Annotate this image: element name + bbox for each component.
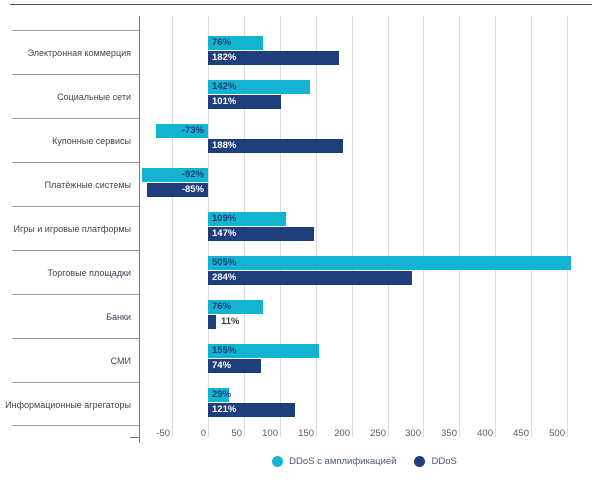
bar-ddos-amplified: [208, 80, 310, 94]
bar-value-label: 11%: [221, 316, 240, 327]
x-tick-label: 300: [405, 428, 421, 439]
x-tick-label: 100: [262, 428, 278, 439]
category-label: Социальные сети: [57, 92, 131, 102]
category-row: Информационные агрегаторы: [5, 382, 139, 426]
bar-value-label: 188%: [212, 140, 237, 151]
bar-ddos: [208, 403, 295, 417]
gridline: [531, 16, 532, 437]
bar-ddos: [208, 139, 343, 153]
category-row: Банки: [12, 294, 139, 338]
gridline: [459, 16, 460, 437]
bar-ddos: [208, 51, 339, 65]
bar-ddos: [147, 183, 208, 197]
legend-label: DDoS с амплификацией: [289, 455, 397, 467]
gridline: [316, 16, 317, 437]
category-label: Информационные агрегаторы: [5, 400, 131, 410]
x-tick-label: -50: [156, 428, 170, 439]
category-label: Торговые площадки: [47, 268, 131, 278]
x-tick-label: 350: [441, 428, 457, 439]
legend-dot-ddos: [414, 455, 426, 467]
x-tick-label: 0: [200, 428, 206, 439]
gridline: [244, 16, 245, 437]
category-row: Купонные сервисы: [12, 118, 139, 162]
gridline: [388, 16, 389, 437]
x-tick-label: 50: [231, 428, 242, 439]
bar-ddos-amplified: [208, 256, 571, 270]
bar-ddos: [208, 315, 216, 329]
bar-value-label: 182%: [212, 52, 237, 63]
bar-ddos-amplified: [142, 168, 208, 182]
bar-value-label: -85%: [181, 184, 204, 195]
x-tick-label: 400: [477, 428, 493, 439]
bar-value-label: -73%: [181, 125, 204, 136]
gridline: [172, 16, 173, 437]
category-row: Платёжные системы: [12, 162, 139, 206]
bar-value-label: 29%: [212, 389, 232, 400]
bar-value-label: 101%: [212, 96, 237, 107]
bar-value-label: 109%: [212, 213, 237, 224]
bar-value-label: 76%: [212, 301, 232, 312]
bar-value-label: 505%: [212, 257, 237, 268]
x-tick-label: 450: [513, 428, 529, 439]
bar-value-label: 284%: [212, 272, 237, 283]
gridline: [280, 16, 281, 437]
legend: DDoS с амплификацией DDoS: [139, 453, 590, 469]
category-row: Игры и игровые платформы: [12, 206, 139, 250]
bar-ddos-amplified: [156, 124, 208, 138]
legend-dot-ddos-amplified: [272, 455, 284, 467]
bar-ddos-amplified: [208, 36, 263, 50]
bar-ddos: [208, 359, 261, 373]
gridline: [208, 16, 209, 437]
category-row: СМИ: [12, 338, 139, 382]
category-row: Торговые площадки: [12, 250, 139, 294]
bar-ddos-amplified: [208, 388, 229, 402]
category-label: СМИ: [110, 356, 131, 366]
bar-ddos-amplified: [208, 344, 319, 358]
bar-ddos: [208, 271, 412, 285]
x-tick-label: 200: [334, 428, 350, 439]
category-label: Платёжные системы: [44, 180, 131, 190]
x-tick-label: 150: [298, 428, 314, 439]
bar-value-label: 121%: [212, 404, 237, 415]
chart-top-border: [10, 4, 592, 5]
bar-ddos-amplified: [208, 300, 263, 314]
category-row: Социальные сети: [12, 74, 139, 118]
bar-value-label: -92%: [181, 169, 204, 180]
legend-item: DDoS: [414, 455, 457, 467]
category-label: Банки: [106, 312, 131, 322]
bar-value-label: 74%: [212, 360, 232, 371]
legend-label: DDoS: [431, 455, 457, 467]
x-tick-label: 500: [549, 428, 565, 439]
gridline: [352, 16, 353, 437]
category-label: Электронная коммерция: [27, 48, 131, 58]
legend-item: DDoS с амплификацией: [272, 455, 397, 467]
bar-value-label: 147%: [212, 228, 237, 239]
bar-ddos: [208, 227, 314, 241]
bar-value-label: 76%: [212, 37, 232, 48]
category-label: Игры и игровые платформы: [13, 224, 131, 234]
category-axis: Электронная коммерция Социальные сети Купо…: [5, 30, 139, 426]
category-row: Электронная коммерция: [12, 30, 139, 74]
category-label: Купонные сервисы: [52, 136, 131, 146]
axis-foot-tick: [130, 437, 139, 438]
gridline: [495, 16, 496, 437]
bar-ddos-amplified: [208, 212, 286, 226]
gridline: [423, 16, 424, 437]
bar-value-label: 142%: [212, 81, 237, 92]
gridline: [567, 16, 568, 437]
bar-ddos: [208, 95, 281, 109]
category-axis-line: [139, 16, 140, 443]
bar-value-label: 155%: [212, 345, 237, 356]
x-tick-label: 250: [370, 428, 386, 439]
